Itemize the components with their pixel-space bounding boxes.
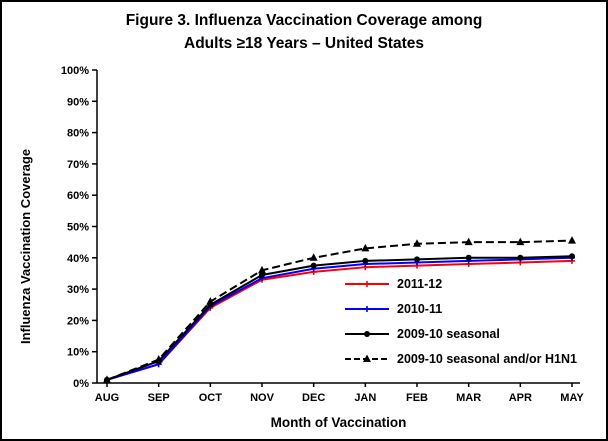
- y-tick-label: 90%: [67, 96, 89, 108]
- legend-label: 2011-12: [397, 276, 443, 291]
- x-tick-label: MAR: [456, 392, 481, 404]
- legend-label: 2010-11: [397, 301, 443, 316]
- x-tick-label: AUG: [95, 392, 119, 404]
- legend-label: 2009-10 seasonal and/or H1N1: [397, 351, 577, 366]
- legend-sample: [345, 330, 389, 337]
- y-tick-label: 70%: [67, 159, 89, 171]
- x-tick-label: SEP: [148, 392, 170, 404]
- chart-title-line2: Adults ≥18 Years – United States: [184, 35, 424, 53]
- y-tick-label: 50%: [67, 222, 89, 234]
- legend-item: 2010-11: [344, 296, 577, 321]
- legend-sample: [345, 354, 389, 362]
- legend-item: 2009-10 seasonal and/or H1N1: [344, 346, 577, 371]
- legend-sample: [345, 280, 389, 287]
- x-tick-label: APR: [509, 392, 532, 404]
- y-tick-label: 80%: [67, 128, 89, 140]
- y-tick-label: 20%: [67, 315, 89, 327]
- x-axis-label: Month of Vaccination: [270, 415, 407, 430]
- x-tick-label: JAN: [354, 392, 376, 404]
- chart-title: Figure 3. Influenza Vaccination Coverage…: [2, 9, 606, 56]
- y-tick-label: 10%: [67, 347, 89, 359]
- legend-label: 2009-10 seasonal: [397, 326, 500, 341]
- y-tick-label: 40%: [67, 253, 89, 265]
- y-axis-ticks: 0% 10% 20% 30% 40% 50% 60% 70% 80% 90% 100%: [61, 65, 97, 390]
- legend-item: 2011-12: [344, 271, 577, 296]
- y-tick-label: 100%: [61, 65, 89, 77]
- x-tick-label: MAY: [560, 392, 584, 404]
- legend: 2011-12 2010-11 2009-10 seasonal 2009-10 se…: [344, 271, 577, 371]
- y-tick-label: 30%: [67, 284, 89, 296]
- x-axis-ticks: AUG SEP OCT NOV DEC JAN FEB MAR APR MAY: [95, 383, 584, 404]
- y-tick-label: 60%: [67, 190, 89, 202]
- y-tick-label: 0%: [73, 378, 89, 390]
- series-2009-10-seasonal-and-or-h1n1: [103, 236, 576, 383]
- chart-title-line1: Figure 3. Influenza Vaccination Coverage…: [125, 12, 483, 29]
- legend-item: 2009-10 seasonal: [344, 321, 577, 346]
- x-tick-label: NOV: [250, 392, 275, 404]
- x-tick-label: DEC: [302, 392, 325, 404]
- legend-sample: [345, 305, 389, 312]
- x-tick-label: OCT: [199, 392, 223, 404]
- chart-canvas: 0% 10% 20% 30% 40% 50% 60% 70% 80% 90% 100% AUG SEP O…: [61, 65, 585, 404]
- x-tick-label: FEB: [406, 392, 428, 404]
